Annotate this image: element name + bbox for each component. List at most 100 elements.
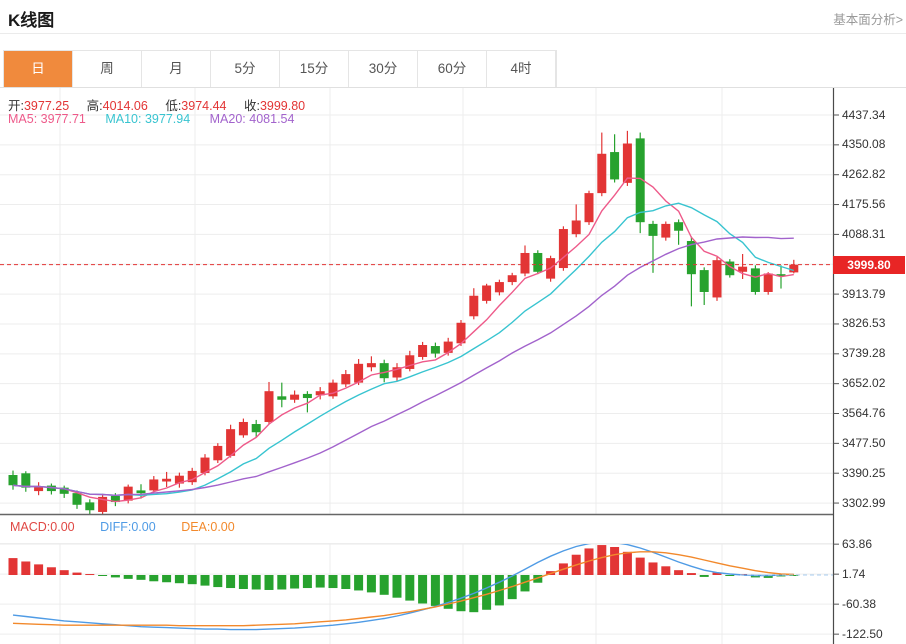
macd-bar (302, 575, 312, 589)
open-value: 3977.25 (23, 99, 70, 113)
axis-tick-label: 1.74 (842, 566, 866, 581)
candles-layer (8, 130, 799, 515)
macd-bar (379, 575, 389, 595)
tab-bar: 日周月 5分 15分 30分 60分 4时 (3, 50, 557, 87)
tab-周[interactable]: 周 (73, 51, 142, 87)
macd-value: 0.00 (50, 520, 75, 534)
macd-histogram-layer (8, 545, 799, 613)
macd-bar (648, 562, 658, 575)
candle-body (379, 363, 389, 379)
axis-tick-label: 3477.50 (842, 435, 886, 450)
candle-body (200, 457, 210, 473)
tab-5分[interactable]: 5分 (211, 51, 280, 87)
candle-body (507, 275, 517, 283)
candle-body (469, 295, 479, 317)
candle-body (738, 266, 748, 272)
axis-tick-label: 4350.08 (842, 137, 886, 152)
dea-value: 0.00 (210, 520, 235, 534)
candle-body (584, 193, 594, 223)
ma5-label: MA5: (8, 112, 38, 126)
candle-body (290, 394, 300, 400)
candle-body (558, 229, 568, 269)
macd-bar (686, 573, 696, 575)
candle-body (46, 485, 56, 492)
macd-bar (149, 575, 159, 582)
candle-body (520, 252, 530, 274)
open-label: 开: (8, 99, 24, 113)
ma10-value: 3977.94 (144, 112, 191, 126)
macd-bar (610, 546, 620, 575)
tab-4时[interactable]: 4时 (487, 51, 556, 87)
candle-body (110, 495, 120, 503)
macd-bar (187, 575, 197, 585)
macd-bar (354, 575, 364, 591)
axis-tick-label: 3826.53 (842, 316, 886, 331)
macd-bar (290, 575, 300, 589)
axis-tick-label: 4088.31 (842, 226, 886, 241)
axis-tick-label: 3564.76 (842, 406, 886, 420)
ma5-line (12, 177, 794, 503)
ma-lines-layer (12, 177, 795, 503)
candle-body (430, 346, 440, 354)
macd-bar (533, 575, 543, 583)
candle-body (315, 391, 325, 396)
macd-bar (763, 575, 773, 578)
candle-body (418, 345, 428, 357)
candle-body (341, 374, 351, 385)
candle-body (622, 143, 632, 183)
candle-body (456, 322, 466, 344)
macd-bar (162, 575, 172, 583)
ma10-line (12, 202, 795, 497)
diff-label: DIFF: (100, 520, 132, 534)
macd-bar (34, 564, 44, 575)
macd-bar (635, 557, 645, 575)
macd-bar (520, 575, 530, 592)
macd-bar (238, 575, 248, 590)
macd-bar (8, 558, 18, 575)
candle-body (328, 382, 338, 397)
tab-15分[interactable]: 15分 (280, 51, 349, 87)
macd-bar (46, 567, 56, 575)
candle-body (302, 393, 312, 399)
axis-tick-label: 4175.56 (842, 197, 886, 212)
high-value: 4014.06 (102, 99, 148, 113)
low-label: 低: (165, 99, 182, 113)
ma-readout: MA5: 3977.71 MA10: 3977.94 MA20: 4081.54 (8, 112, 310, 126)
current-price-badge: 3999.80 (833, 255, 905, 274)
diff-value: 0.00 (131, 520, 156, 534)
candle-body (98, 496, 108, 512)
fundamental-analysis-link[interactable]: 基本面分析> (833, 13, 903, 27)
candle-body (85, 502, 95, 511)
candle-body (174, 475, 184, 484)
candle-body (597, 153, 607, 194)
ohlc-readout: 开:3977.25 高:4014.06 低:3974.44 收:3999.80 (8, 95, 319, 114)
macd-bar (405, 575, 415, 601)
candle-body (610, 152, 620, 180)
macd-bar (264, 575, 274, 590)
candle-body (34, 486, 44, 492)
candle-body (443, 341, 453, 353)
macd-bar (674, 570, 684, 575)
axis-tick-label: -122.50 (842, 626, 883, 641)
macd-bar (776, 575, 786, 577)
candle-body (750, 268, 760, 292)
page-title: K线图 (8, 11, 55, 30)
candle-body (533, 252, 543, 272)
macd-label: MACD: (10, 520, 51, 534)
candle-body (494, 282, 504, 293)
tab-日[interactable]: 日 (4, 51, 73, 87)
tab-月[interactable]: 月 (142, 51, 211, 87)
candle-body (149, 479, 159, 491)
axis-tick-label: 3913.79 (842, 286, 886, 301)
candle-body (187, 470, 197, 483)
tab-30分[interactable]: 30分 (349, 51, 418, 87)
ma20-line (12, 236, 794, 497)
tab-60分[interactable]: 60分 (418, 51, 487, 87)
candle-body (8, 475, 18, 486)
macd-bar (59, 570, 69, 575)
close-label: 收: (243, 99, 260, 113)
axis-tick-label: 4437.34 (842, 107, 886, 122)
macd-bar (456, 575, 466, 612)
axis-tick-label: 3302.99 (842, 495, 886, 510)
